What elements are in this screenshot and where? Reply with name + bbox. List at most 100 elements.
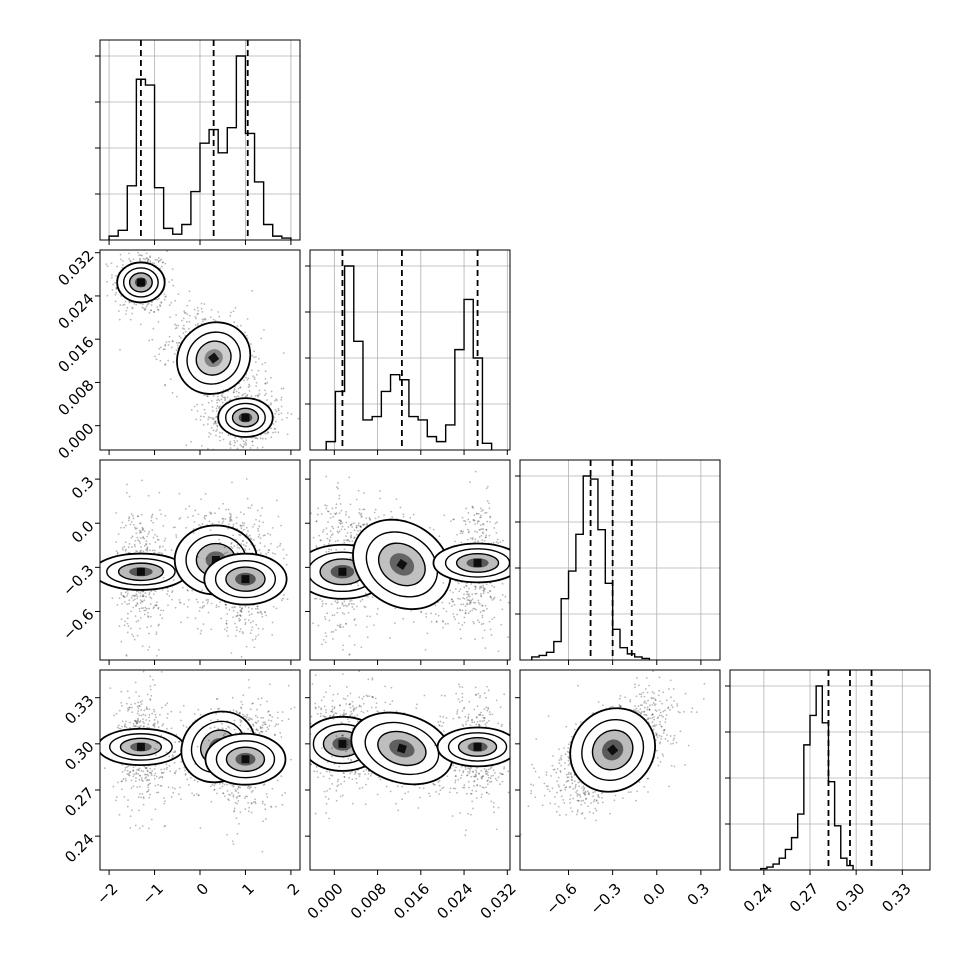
sample-point	[250, 629, 253, 632]
sample-point	[134, 724, 137, 727]
sample-point	[345, 622, 348, 625]
sample-point	[324, 632, 327, 634]
sample-point	[112, 283, 114, 286]
sample-point	[157, 260, 160, 263]
sample-point	[154, 541, 157, 544]
sample-point	[476, 512, 479, 515]
sample-point	[472, 607, 475, 610]
sample-point	[270, 402, 272, 405]
sample-point	[259, 452, 261, 454]
sample-point	[466, 596, 469, 599]
sample-point	[239, 606, 241, 609]
sample-point	[334, 513, 337, 516]
sample-point	[155, 604, 158, 607]
sample-point	[467, 531, 470, 534]
sample-point	[239, 614, 242, 617]
sample-point	[240, 608, 243, 611]
sample-point	[144, 308, 146, 311]
sample-point	[236, 629, 238, 632]
sample-point	[360, 516, 363, 518]
sample-point	[127, 546, 130, 549]
sample-point	[333, 512, 336, 515]
sample-point	[462, 597, 465, 599]
sample-point	[214, 512, 216, 515]
sample-point	[247, 606, 250, 609]
sample-point	[199, 606, 202, 609]
sample-point	[354, 618, 356, 620]
sample-point	[149, 767, 152, 770]
sample-point	[212, 418, 214, 421]
sample-point	[236, 551, 239, 554]
sample-point	[229, 315, 232, 317]
sample-point	[153, 768, 156, 770]
sample-point	[445, 610, 448, 613]
sample-point	[166, 766, 168, 769]
sample-point	[204, 514, 206, 517]
sample-point	[180, 621, 183, 624]
sample-point	[150, 772, 153, 775]
sample-point	[196, 313, 199, 316]
sample-point	[224, 396, 226, 399]
sample-point	[355, 526, 358, 529]
sample-point	[175, 349, 178, 352]
sample-point	[139, 592, 142, 595]
sample-point	[136, 515, 139, 518]
sample-point	[480, 595, 483, 598]
density-cluster	[176, 321, 252, 395]
sample-point	[151, 549, 154, 552]
sample-point	[234, 436, 236, 439]
sample-point	[132, 517, 135, 520]
sample-point	[265, 614, 268, 617]
sample-point	[484, 604, 487, 607]
sample-point	[409, 517, 412, 519]
sample-point	[142, 536, 144, 539]
sample-point	[469, 602, 472, 605]
sample-point	[139, 254, 142, 256]
sample-point	[143, 537, 146, 540]
sample-point	[430, 620, 433, 623]
sample-point	[124, 620, 126, 623]
sample-point	[216, 428, 219, 431]
sample-point	[324, 615, 326, 618]
sample-point	[348, 540, 351, 542]
sample-point	[239, 619, 242, 621]
sample-point	[351, 523, 353, 525]
sample-point	[130, 597, 133, 599]
sample-point	[156, 298, 159, 301]
sample-point	[486, 520, 489, 523]
sample-point	[256, 608, 259, 610]
sample-point	[138, 254, 141, 257]
sample-point	[142, 670, 145, 673]
sample-point	[462, 530, 465, 533]
sample-point	[128, 542, 131, 545]
sample-point	[261, 507, 263, 509]
sample-point	[263, 394, 266, 397]
sample-point	[164, 343, 167, 346]
sample-point	[329, 512, 332, 515]
sample-point	[138, 258, 141, 261]
sample-point	[233, 545, 236, 547]
sample-point	[344, 513, 347, 516]
sample-point	[145, 548, 147, 551]
sample-point	[117, 724, 120, 727]
sample-point	[194, 324, 197, 327]
sample-point	[341, 611, 344, 614]
sample-point	[125, 309, 128, 312]
sample-point	[473, 607, 476, 610]
sample-point	[466, 603, 469, 606]
sample-point	[121, 704, 123, 707]
sample-point	[448, 602, 451, 605]
sample-point	[472, 518, 475, 521]
sample-point	[345, 539, 348, 542]
sample-point	[251, 607, 253, 610]
sample-point	[149, 793, 151, 796]
sample-point	[351, 606, 354, 608]
sample-point	[234, 605, 237, 608]
sample-point	[159, 509, 161, 512]
sample-point	[501, 593, 504, 596]
sample-point	[120, 640, 123, 643]
sample-point	[343, 613, 346, 616]
sample-point	[233, 439, 236, 442]
sample-point	[145, 779, 148, 782]
sample-point	[143, 553, 145, 555]
